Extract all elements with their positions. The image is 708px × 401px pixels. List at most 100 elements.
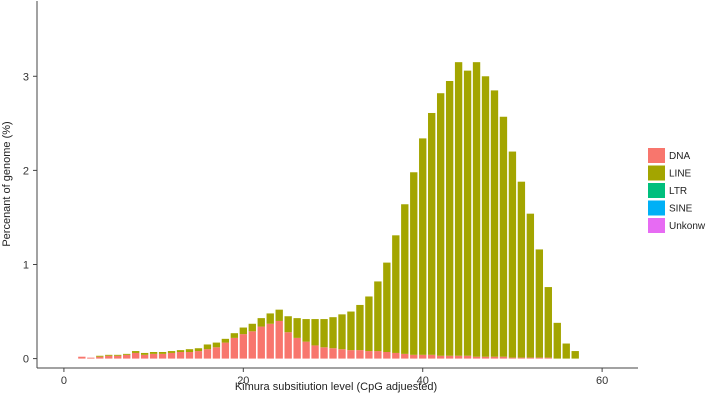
- bar-dna-13: [176, 352, 185, 359]
- bar-line-41: [428, 112, 436, 355]
- bar-dna-24: [275, 320, 283, 359]
- bar-dna-23: [266, 323, 274, 359]
- x-tick-label: 60: [596, 375, 608, 387]
- y-axis-title: Percenant of genome (%): [1, 121, 13, 246]
- bar-dna-45: [463, 355, 472, 359]
- legend-swatch-ltr: [648, 183, 665, 198]
- bar-line-6: [114, 354, 122, 356]
- bar-dna-22: [257, 326, 265, 359]
- bar-dna-19: [230, 337, 239, 359]
- bar-line-22: [257, 318, 265, 327]
- bar-dna-32: [347, 350, 355, 359]
- bar-line-53: [535, 249, 544, 358]
- bar-dna-50: [508, 357, 517, 359]
- bar-line-50: [508, 151, 517, 358]
- bar-dna-6: [114, 355, 122, 359]
- bar-dna-11: [158, 353, 167, 359]
- bar-line-8: [131, 351, 140, 353]
- bar-dna-37: [392, 352, 400, 359]
- bar-line-55: [553, 322, 561, 359]
- bar-dna-35: [374, 351, 382, 359]
- bar-dna-21: [248, 331, 256, 359]
- bar-line-33: [356, 304, 364, 351]
- bar-line-32: [347, 311, 355, 351]
- bar-dna-29: [320, 347, 328, 359]
- bar-line-52: [526, 213, 535, 358]
- bar-dna-34: [365, 351, 373, 359]
- bar-line-45: [463, 70, 472, 356]
- bar-line-56: [562, 343, 570, 359]
- bar-dna-52: [526, 357, 535, 359]
- bar-line-18: [221, 338, 230, 343]
- bar-line-29: [320, 319, 328, 348]
- bar-line-26: [293, 318, 301, 338]
- bar-line-43: [445, 80, 454, 356]
- legend-label-dna: DNA: [669, 151, 690, 162]
- bar-dna-51: [517, 357, 526, 359]
- bar-line-14: [185, 349, 194, 352]
- bar-line-11: [158, 352, 167, 354]
- y-tick-label: 1: [23, 259, 29, 271]
- bar-dna-27: [302, 341, 310, 359]
- bar-line-23: [266, 313, 274, 324]
- bar-line-36: [383, 262, 391, 353]
- bar-line-24: [275, 309, 283, 321]
- bar-dna-12: [167, 352, 176, 359]
- bar-dna-26: [293, 337, 301, 359]
- bar-line-21: [248, 323, 256, 332]
- legend-swatch-unkonw: [648, 218, 665, 233]
- bar-line-25: [284, 316, 292, 333]
- bar-dna-17: [212, 347, 221, 359]
- bar-line-27: [302, 319, 310, 342]
- legend-label-sine: SINE: [669, 204, 693, 215]
- bar-line-17: [212, 342, 221, 348]
- bar-dna-5: [105, 355, 113, 359]
- bar-dna-53: [535, 357, 544, 359]
- bar-dna-41: [428, 354, 436, 359]
- bar-line-39: [410, 172, 418, 355]
- bar-line-31: [338, 314, 346, 350]
- bar-dna-8: [131, 352, 140, 359]
- bar-line-9: [140, 352, 149, 355]
- bar-line-16: [203, 344, 212, 350]
- legend: DNA LINE LTR SINE Unkonw: [648, 148, 706, 233]
- bar-dna-38: [401, 353, 409, 359]
- bar-dna-10: [149, 353, 158, 359]
- bar-dna-28: [311, 345, 319, 359]
- bar-dna-16: [203, 349, 212, 359]
- bar-line-54: [544, 287, 552, 358]
- bar-line-48: [490, 90, 499, 357]
- legend-swatch-dna: [648, 148, 665, 163]
- bar-line-30: [329, 317, 337, 349]
- bar-dna-49: [499, 356, 508, 359]
- bar-line-20: [239, 327, 247, 335]
- bar-line-19: [230, 333, 239, 338]
- bar-line-57: [571, 351, 579, 359]
- bar-dna-47: [481, 356, 490, 359]
- bar-dna-36: [383, 352, 391, 359]
- bar-dna-30: [329, 348, 337, 359]
- legend-swatch-sine: [648, 200, 665, 216]
- legend-swatch-line: [648, 165, 665, 181]
- x-axis-title: Kimura subsitiution level (CpG adjuested…: [235, 381, 437, 393]
- bar-line-10: [149, 352, 158, 354]
- bar-line-12: [167, 351, 176, 353]
- bar-dna-15: [194, 351, 203, 359]
- bar-dna-33: [356, 350, 364, 359]
- bar-dna-48: [490, 356, 499, 359]
- bar-line-40: [419, 138, 427, 355]
- legend-label-ltr: LTR: [669, 186, 687, 197]
- legend-label-unkonw: Unkonw: [669, 221, 706, 232]
- bar-line-37: [392, 235, 400, 353]
- bar-dna-31: [338, 349, 346, 359]
- bar-dna-20: [239, 334, 247, 359]
- x-tick-label: 40: [417, 375, 429, 387]
- y-tick-label: 3: [23, 71, 29, 83]
- bar-line-46: [472, 62, 481, 357]
- axes-group: 0 20 40 60 0 1 2 3: [23, 1, 638, 387]
- bar-line-28: [311, 319, 319, 346]
- bar-dna-40: [419, 354, 427, 359]
- bar-dna-3: [87, 357, 95, 359]
- bar-dna-14: [185, 352, 194, 359]
